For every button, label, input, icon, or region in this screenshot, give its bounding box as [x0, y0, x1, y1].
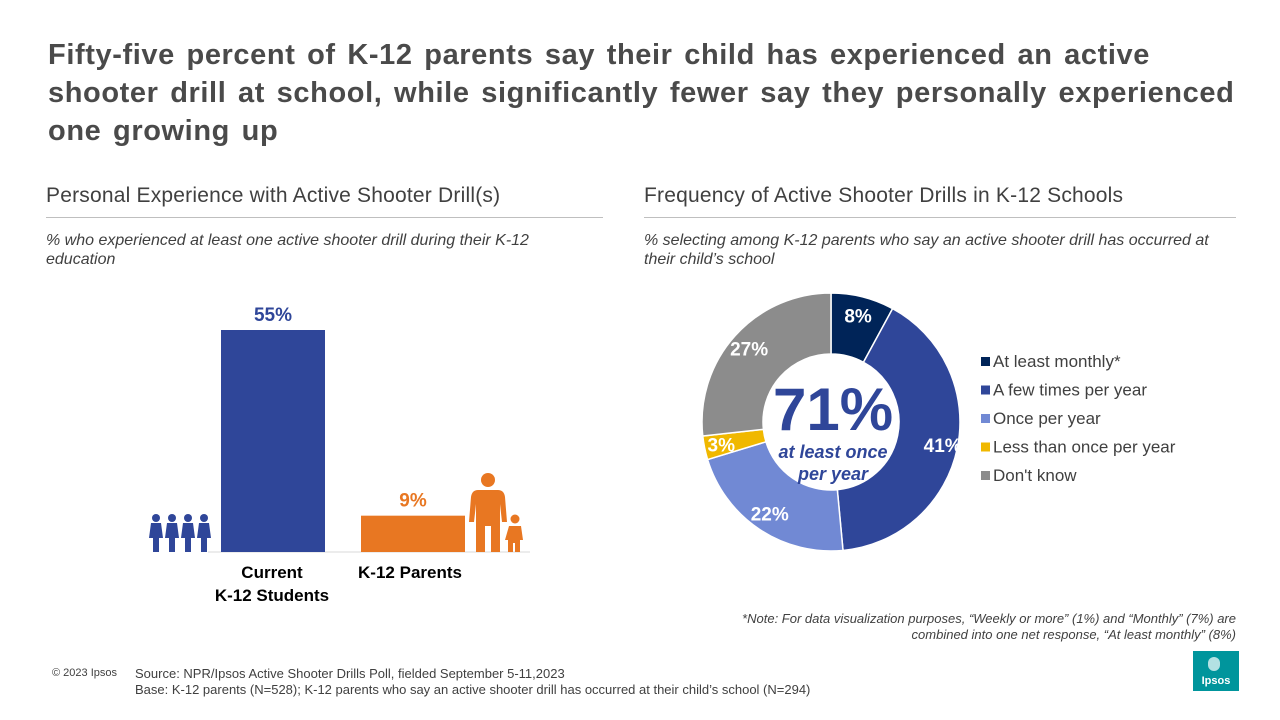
ipsos-logo: Ipsos [1193, 651, 1239, 691]
legend-label-2: Once per year [993, 409, 1101, 428]
pie-panel-rule [644, 217, 1236, 218]
donut-slice-label-3: 3% [708, 435, 736, 456]
ipsos-logo-mark [1208, 657, 1220, 671]
bar-panel-subtitle: % who experienced at least one active sh… [46, 232, 529, 268]
pie-panel-subtitle: % selecting among K-12 parents who say a… [644, 232, 1209, 268]
donut-slice-4 [701, 292, 832, 437]
students-group-icon [149, 514, 211, 552]
donut-center-caption-line1: at least once [778, 442, 887, 462]
footnote: *Note: For data visualization purposes, … [742, 611, 1236, 642]
donut-slice-label-2: 22% [751, 504, 789, 525]
donut-slice-label-1: 41% [924, 436, 962, 457]
source-line: Source: NPR/Ipsos Active Shooter Drills … [135, 666, 565, 681]
ipsos-logo-text: Ipsos [1201, 675, 1231, 687]
donut-center-value: 71% [773, 376, 893, 443]
parent-child-icon [469, 473, 523, 552]
legend-swatch-0 [981, 357, 990, 366]
donut-slice-1 [836, 307, 961, 552]
copyright: © 2023 Ipsos [52, 667, 117, 679]
legend-swatch-4 [981, 471, 990, 480]
legend-label-4: Don't know [993, 466, 1077, 485]
pie-panel-title: Frequency of Active Shooter Drills in K-… [644, 184, 1124, 207]
bar-panel-rule [46, 217, 603, 218]
bar-category-label-0-0: Current [241, 563, 303, 582]
legend-label-0: At least monthly* [993, 352, 1121, 371]
bar-category-label-1-0: K-12 Parents [358, 563, 462, 582]
donut-slice-2 [706, 440, 844, 552]
legend-label-1: A few times per year [993, 381, 1147, 400]
donut-chart: 8% 41% 22% 3% 27% At least monthly* A few time… [701, 292, 1176, 552]
headline: Fifty-five percent of K-12 parents say t… [48, 39, 1235, 147]
bar-category-label-0-1: K-12 Students [215, 586, 329, 605]
bar-value-label-1: 9% [399, 491, 427, 512]
base-line: Base: K-12 parents (N=528); K-12 parents… [135, 682, 811, 697]
donut-slice-label-4: 27% [730, 340, 768, 361]
bar-panel-title: Personal Experience with Active Shooter … [46, 184, 501, 207]
legend-swatch-3 [981, 442, 990, 452]
legend-swatch-1 [981, 385, 990, 395]
donut-center-caption-line2: per year [797, 464, 869, 484]
legend-label-3: Less than once per year [993, 438, 1176, 457]
bar-value-label-0: 55% [254, 305, 292, 326]
bar-chart: 55% Current K-12 Students 9% K-12 Parents [149, 305, 530, 605]
bar-0 [221, 330, 325, 552]
legend-swatch-2 [981, 414, 990, 423]
bar-1 [361, 515, 465, 552]
donut-slice-label-0: 8% [844, 306, 872, 327]
